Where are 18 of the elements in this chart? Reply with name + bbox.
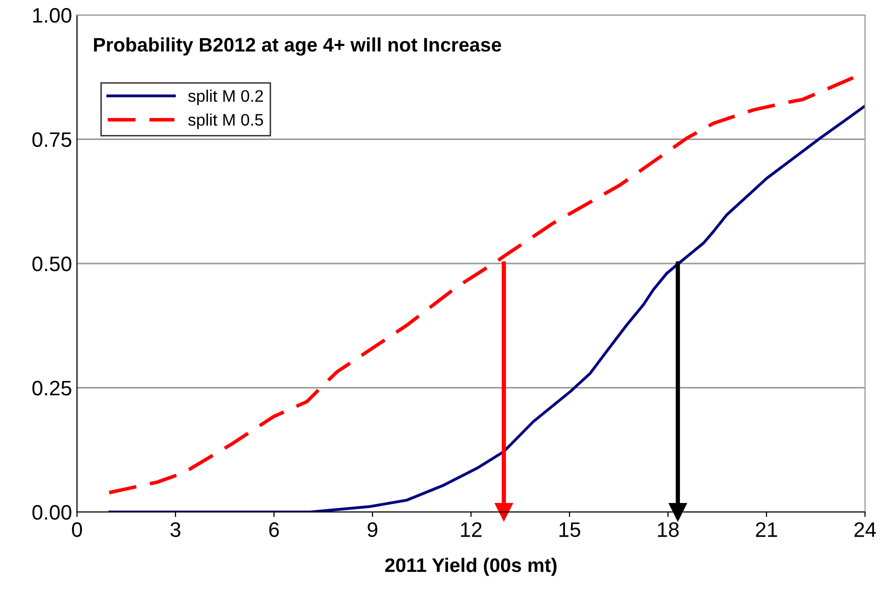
y-tick-label: 0.00: [32, 505, 72, 520]
y-tick-label: 0.50: [32, 256, 72, 272]
legend-label: split M 0.2: [188, 90, 263, 106]
x-tick-label: 0: [72, 522, 82, 538]
text: Probability B2012 at age 4+ will not Increase: [94, 37, 502, 56]
x-tick-label: 15: [560, 522, 580, 538]
x-tick-label: 24: [854, 522, 876, 537]
x-tick-label: 3: [170, 522, 180, 538]
x-tick-label: 6: [269, 522, 279, 538]
x-tick-label: 18: [658, 522, 679, 538]
legend-label: split M 0.5: [188, 114, 264, 130]
x-tick-label: 12: [461, 522, 482, 537]
x-axis-title: 2011 Yield (00s mt): [385, 558, 557, 576]
y-tick-label: 0.75: [32, 132, 72, 148]
x-tick-label: 9: [368, 522, 378, 538]
x-tick-label: 21: [756, 522, 778, 537]
y-tick-label: 0.25: [32, 380, 72, 396]
y-tick-label: 1.00: [33, 8, 72, 23]
